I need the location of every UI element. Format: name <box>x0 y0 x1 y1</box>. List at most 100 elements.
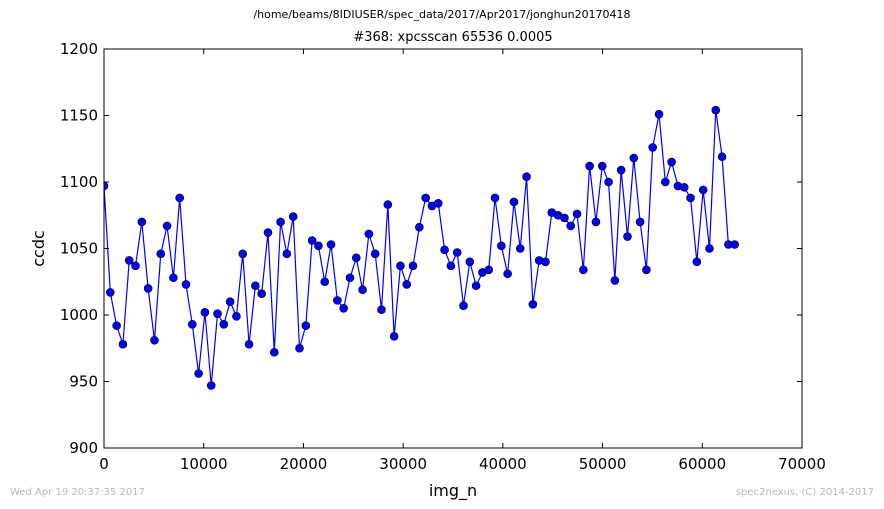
axes-layer <box>103 48 803 449</box>
data-point <box>377 305 386 314</box>
y-tick-label: 1200 <box>60 40 98 58</box>
data-point <box>484 265 494 275</box>
data-point <box>162 221 172 231</box>
x-tick-label: 10000 <box>180 455 228 473</box>
series-line <box>104 110 735 386</box>
x-tick-label: 70000 <box>778 455 826 473</box>
data-point <box>585 161 594 171</box>
data-point <box>104 181 109 191</box>
chart-title: #368: xpcsscan 65536 0.0005 <box>353 30 553 45</box>
data-point <box>623 232 632 241</box>
y-axis-label: ccdc <box>29 230 48 267</box>
x-tick-label: 50000 <box>579 455 627 473</box>
data-point <box>169 273 178 283</box>
data-point <box>459 301 468 310</box>
data-point <box>320 277 330 287</box>
data-point <box>112 321 121 330</box>
x-tick-label: 30000 <box>379 455 427 473</box>
y-tick-label: 1150 <box>60 107 98 125</box>
data-point <box>452 248 462 257</box>
data-point <box>383 200 393 209</box>
x-tick-label: 20000 <box>280 455 328 473</box>
data-point <box>497 241 506 251</box>
y-tick-label: 950 <box>69 373 98 391</box>
y-tick-label: 1050 <box>60 240 98 258</box>
data-point <box>143 284 153 293</box>
data-point <box>446 261 456 271</box>
source-path-label: /home/beams/8IDIUSER/spec_data/2017/Apr2… <box>253 8 631 21</box>
data-point <box>269 347 279 357</box>
data-point <box>503 269 512 279</box>
data-point <box>692 257 702 267</box>
data-point <box>642 265 651 275</box>
data-point <box>686 193 695 203</box>
data-point <box>345 273 355 283</box>
data-point <box>579 265 588 275</box>
data-point <box>118 339 128 349</box>
data-point <box>522 172 531 181</box>
data-point <box>339 304 348 313</box>
data-point <box>206 381 216 390</box>
data-point <box>364 229 374 239</box>
data-point <box>295 343 304 353</box>
data-point <box>251 281 260 291</box>
data-point <box>465 257 475 267</box>
data-point <box>610 276 620 285</box>
data-point <box>711 105 721 115</box>
credit-label: spec2nexus, (C) 2014-2017 <box>735 487 874 498</box>
x-axis-label: img_n <box>429 481 477 501</box>
data-point <box>471 281 481 291</box>
data-point <box>282 249 292 259</box>
data-point <box>156 249 166 259</box>
data-point <box>137 217 147 227</box>
data-point <box>635 217 645 227</box>
data-point <box>276 217 285 227</box>
data-point <box>528 300 538 309</box>
data-point <box>333 296 342 305</box>
data-point <box>307 236 317 245</box>
data-point <box>124 256 134 265</box>
data-point <box>433 198 443 208</box>
data-point <box>421 193 430 203</box>
y-tick-label: 900 <box>69 439 98 457</box>
data-point <box>396 261 405 271</box>
data-point <box>219 320 229 329</box>
data-point <box>591 217 601 227</box>
x-tick-label: 0 <box>99 455 109 473</box>
data-point <box>560 213 569 223</box>
data-point <box>661 177 670 187</box>
data-point <box>408 261 418 271</box>
y-tick-label: 1100 <box>60 173 98 191</box>
data-point <box>181 280 191 289</box>
data-point <box>288 212 298 221</box>
data-point <box>200 308 210 317</box>
data-point <box>150 335 159 345</box>
data-point <box>402 280 412 289</box>
data-point <box>648 143 658 152</box>
data-point <box>654 109 664 119</box>
data-point <box>389 331 399 341</box>
data-point <box>667 157 676 167</box>
data-point <box>232 312 241 321</box>
data-point <box>572 209 582 219</box>
data-point <box>597 161 607 171</box>
data-point <box>515 244 525 253</box>
data-point <box>358 285 367 295</box>
data-point <box>175 193 184 203</box>
data-point <box>440 245 449 255</box>
data-point <box>351 253 361 263</box>
data-point <box>698 185 708 195</box>
data-point <box>326 240 336 249</box>
data-point <box>188 320 197 329</box>
data-point <box>301 321 311 330</box>
data-point <box>213 309 222 318</box>
data-point <box>194 369 203 378</box>
data-point <box>679 183 689 192</box>
data-point <box>629 153 639 163</box>
data-point <box>225 297 235 307</box>
data-marks-layer <box>104 105 739 390</box>
data-point <box>263 228 273 237</box>
x-tick-label: 40000 <box>479 455 527 473</box>
